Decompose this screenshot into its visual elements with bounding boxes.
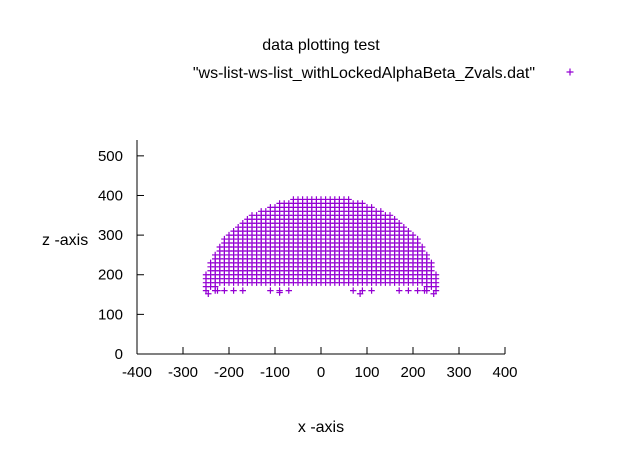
x-tick-label: 0 — [317, 364, 325, 381]
data-point — [205, 290, 212, 297]
data-point — [214, 287, 221, 294]
y-tick-label: 300 — [98, 227, 123, 244]
data-point — [414, 287, 421, 294]
data-point — [391, 216, 398, 223]
data-point — [368, 287, 375, 294]
y-tick-label: 100 — [98, 306, 123, 323]
data-point — [405, 227, 412, 235]
data-point — [285, 287, 292, 294]
y-tick-label: 400 — [98, 187, 123, 204]
data-point — [400, 223, 407, 231]
x-tick-label: -400 — [122, 364, 152, 381]
data-point — [359, 200, 366, 207]
y-axis-label: z -axis — [42, 232, 88, 249]
legend-marker — [566, 68, 574, 76]
data-point — [396, 287, 403, 294]
x-tick-label: -300 — [168, 364, 198, 381]
data-point — [377, 208, 384, 215]
data-point — [409, 231, 417, 239]
data-point — [405, 287, 412, 294]
data-point — [419, 243, 426, 251]
data-point — [239, 287, 246, 294]
x-tick-label: -200 — [214, 364, 244, 381]
x-tick-label: 100 — [354, 364, 379, 381]
x-tick-label: 400 — [492, 364, 517, 381]
data-point — [230, 287, 237, 294]
data-point — [356, 290, 364, 297]
data-point — [368, 204, 375, 211]
x-tick-label: 300 — [446, 364, 471, 381]
data-point — [430, 290, 437, 297]
y-tick-label: 0 — [115, 346, 123, 363]
legend-entry-label: "ws-list-ws-list_withLockedAlphaBeta_Zva… — [193, 65, 535, 82]
legend-marker-icon — [566, 68, 574, 76]
data-point — [421, 287, 428, 294]
x-tick-label: -100 — [260, 364, 290, 381]
data-point — [267, 287, 274, 294]
data-point — [345, 196, 352, 203]
data-point — [414, 235, 421, 243]
axes: -400 -300 -200 -100 0 100 200 300 400 0 100 200 300 4… — [98, 140, 518, 381]
data-point — [432, 271, 440, 278]
y-tick-label: 500 — [98, 148, 123, 165]
x-tick-label: 200 — [400, 364, 425, 381]
data-point — [350, 287, 357, 294]
data-point — [386, 212, 394, 219]
data-point — [423, 251, 430, 259]
data-point — [396, 220, 403, 227]
data-points — [202, 196, 440, 297]
data-point — [221, 287, 228, 294]
x-axis-label: x -axis — [298, 419, 344, 436]
data-point — [428, 259, 435, 267]
data-point — [276, 289, 283, 296]
chart-title: data plotting test — [262, 37, 380, 54]
y-tick-label: 200 — [98, 267, 123, 284]
